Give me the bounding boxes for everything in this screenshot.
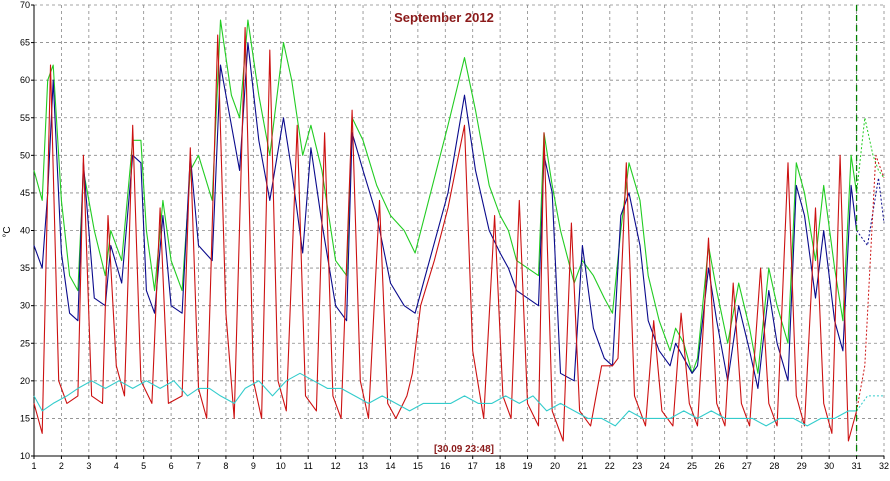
- x-tick-label: 17: [468, 461, 478, 471]
- y-tick-label: 10: [20, 451, 30, 461]
- x-tick-label: 4: [114, 461, 119, 471]
- x-tick-label: 13: [358, 461, 368, 471]
- x-tick-label: 11: [304, 461, 313, 471]
- x-tick-label: 8: [223, 461, 228, 471]
- series-forecast-cyan: [856, 395, 884, 412]
- y-tick-labels: 10 15 20 25 30 35 40 45 50 55 60 65 70: [20, 0, 34, 461]
- y-tick-label: 25: [20, 338, 30, 348]
- x-tick-label: 2: [59, 461, 64, 471]
- y-tick-label: 55: [20, 113, 30, 123]
- x-tick-label: 5: [141, 461, 146, 471]
- x-tick-label: 29: [797, 461, 807, 471]
- y-tick-label: 15: [20, 413, 30, 423]
- y-axis-label: °C: [2, 226, 13, 237]
- x-tick-label: 18: [495, 461, 505, 471]
- y-tick-label: 45: [20, 188, 30, 198]
- series-forecast-red: [856, 155, 885, 411]
- x-tick-label: 26: [714, 461, 724, 471]
- x-tick-label: 24: [660, 461, 670, 471]
- series-layer: [33, 5, 885, 456]
- y-tick-label: 70: [20, 0, 30, 10]
- x-tick-label: 20: [550, 461, 560, 471]
- y-tick-label: 60: [20, 75, 30, 85]
- series-forecast-green: [856, 117, 885, 193]
- y-tick-label: 65: [20, 38, 30, 48]
- x-tick-label: 6: [169, 461, 174, 471]
- x-tick-label: 31: [852, 461, 862, 471]
- x-tick-label: 16: [440, 461, 450, 471]
- x-tick-label: 15: [413, 461, 423, 471]
- y-tick-label: 35: [20, 263, 30, 273]
- x-tick-label: 14: [385, 461, 395, 471]
- x-tick-label: 25: [687, 461, 697, 471]
- x-tick-label: 7: [196, 461, 201, 471]
- x-tick-label: 1: [31, 461, 36, 471]
- y-tick-label: 20: [20, 376, 30, 386]
- x-tick-label: 10: [276, 461, 286, 471]
- y-tick-label: 50: [20, 150, 30, 160]
- timestamp-label: [30.09 23:48]: [434, 444, 494, 455]
- x-tick-label: 30: [824, 461, 834, 471]
- x-tick-label: 9: [251, 461, 256, 471]
- x-tick-label: 21: [577, 461, 587, 471]
- series-line-green: [33, 19, 858, 374]
- y-tick-label: 30: [20, 301, 30, 311]
- x-tick-label: 22: [605, 461, 615, 471]
- chart-title: September 2012: [394, 10, 494, 25]
- x-tick-label: 3: [86, 461, 91, 471]
- series-line-cyan: [33, 372, 857, 427]
- x-tick-label: 23: [632, 461, 642, 471]
- x-tick-label: 27: [742, 461, 752, 471]
- x-tick-label: 32: [879, 461, 889, 471]
- x-tick-label: 28: [769, 461, 779, 471]
- y-tick-label: 40: [20, 226, 30, 236]
- x-tick-label: 12: [331, 461, 341, 471]
- x-tick-labels: 1 2 3 4 5 6 7 8 9 10 11 12 13 14 15 16 17 18 19 20 21 22 23 24 2…: [31, 456, 889, 471]
- series-forecast-navy: [856, 177, 885, 247]
- series-line-red: [33, 27, 858, 442]
- x-tick-label: 19: [523, 461, 533, 471]
